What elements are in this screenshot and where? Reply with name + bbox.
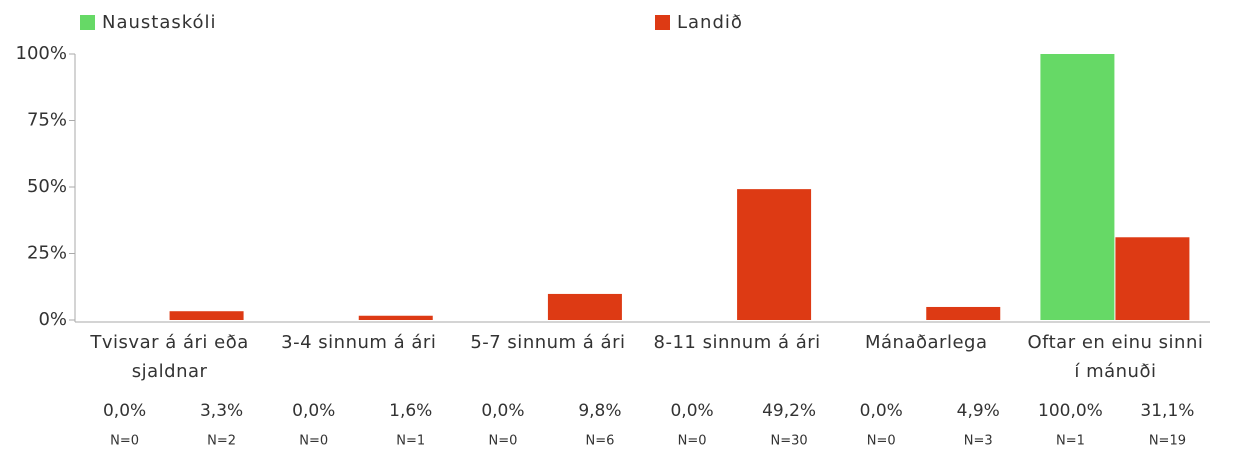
y-tick-label: 75% (27, 110, 67, 131)
value-label: 100,0% (1038, 401, 1103, 421)
bar (547, 293, 622, 320)
bar (358, 315, 433, 320)
value-label: 9,8% (578, 401, 621, 421)
y-tick-label: 0% (38, 309, 67, 330)
n-label: N=6 (585, 434, 614, 449)
value-label: 0,0% (103, 401, 146, 421)
bar (169, 311, 244, 320)
bar (1115, 237, 1190, 320)
legend-label: Landið (677, 12, 743, 33)
n-label: N=1 (396, 434, 425, 449)
x-tick-label: 8-11 sinnum á ári (653, 332, 821, 353)
value-label: 0,0% (670, 401, 713, 421)
x-tick-label: Tvisvar á ári eða sjaldnar (90, 332, 249, 382)
x-tick-label: Oftar en einu sinni í mánuði (1027, 332, 1204, 382)
n-label: N=19 (1149, 434, 1186, 449)
x-tick-label: 5-7 sinnum á ári (470, 332, 626, 353)
y-tick-label: 50% (27, 176, 67, 197)
legend-swatch (80, 15, 95, 30)
value-label: 49,2% (762, 401, 816, 421)
legend-label: Naustaskóli (102, 12, 217, 33)
y-tick-label: 25% (27, 243, 67, 264)
value-label: 3,3% (200, 401, 243, 421)
legend-swatch (655, 15, 670, 30)
bar (737, 189, 812, 320)
n-label: N=0 (867, 434, 896, 449)
y-tick-label: 100% (16, 43, 67, 64)
bar (926, 306, 1001, 320)
x-tick-label: 3-4 sinnum á ári (281, 332, 437, 353)
n-label: N=2 (207, 434, 236, 449)
value-label: 0,0% (292, 401, 335, 421)
n-label: N=0 (488, 434, 517, 449)
bar (1040, 54, 1115, 320)
n-label: N=3 (964, 434, 993, 449)
n-label: N=0 (110, 434, 139, 449)
n-label: N=1 (1056, 434, 1085, 449)
n-label: N=0 (678, 434, 707, 449)
n-label: N=30 (770, 434, 807, 449)
value-label: 31,1% (1140, 401, 1194, 421)
value-label: 0,0% (481, 401, 524, 421)
value-label: 1,6% (389, 401, 432, 421)
value-label: 4,9% (957, 401, 1000, 421)
value-label: 0,0% (860, 401, 903, 421)
n-label: N=0 (299, 434, 328, 449)
x-tick-label: Mánaðarlega (865, 332, 988, 353)
